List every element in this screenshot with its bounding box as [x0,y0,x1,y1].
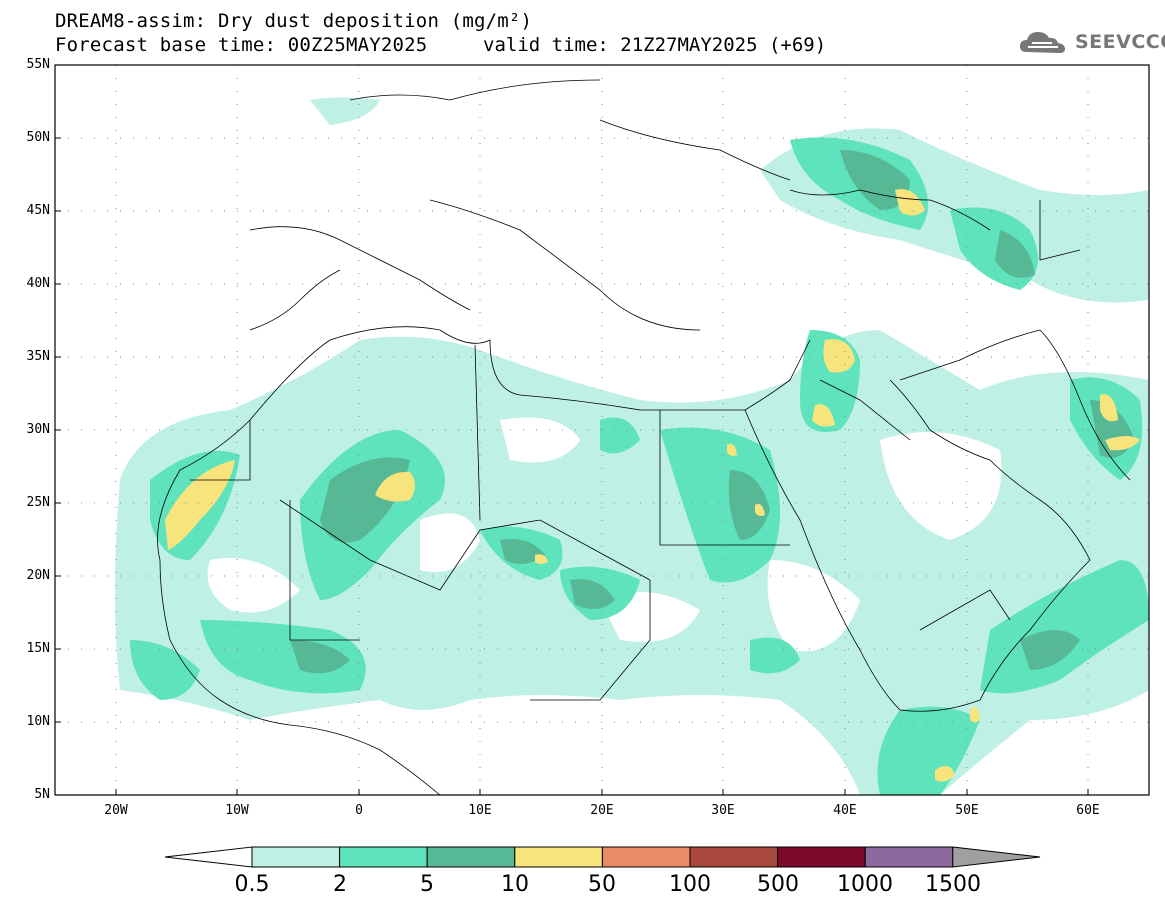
lat-label: 25N [26,495,50,510]
legend-label: 10 [501,872,529,897]
lat-label: 50N [26,130,50,145]
lat-label: 5N [34,787,50,802]
lat-label: 45N [26,203,50,218]
lon-label: 10W [225,803,249,818]
lon-label: 0 [355,803,363,818]
legend-label: 1000 [837,872,893,897]
seevccc-logo: SEEVCCC [1075,31,1165,53]
coastlines [157,79,1131,795]
lat-label: 20N [26,568,50,583]
lat-label: 15N [26,641,50,656]
legend-label: 2 [333,872,347,897]
lat-label: 30N [26,422,50,437]
lat-label: 55N [26,57,50,72]
axis-ticks [55,137,1089,795]
legend-label: 500 [757,872,799,897]
cloud-icon [1020,32,1065,53]
forecast-base-time: Forecast base time: 00Z25MAY2025 [55,34,428,56]
legend-label: 0.5 [234,872,270,897]
lon-label: 20E [590,803,614,818]
valid-time: valid time: 21Z27MAY2025 (+69) [483,34,827,56]
lon-label: 10E [468,803,492,818]
lon-label: 20W [104,803,128,818]
lon-label: 50E [955,803,979,818]
legend-label: 5 [420,872,434,897]
grid-lines [55,65,1149,795]
legend-label: 1500 [925,872,981,897]
lon-label: 30E [711,803,735,818]
map-title: DREAM8-assim: Dry dust deposition (mg/m²… [55,10,533,32]
lon-label: 40E [833,803,857,818]
lat-label: 40N [26,276,50,291]
lat-label: 35N [26,349,50,364]
lon-label: 60E [1076,803,1100,818]
lat-label: 10N [26,714,50,729]
legend-label: 100 [669,872,711,897]
deposition-field [115,97,1149,795]
legend-label: 50 [588,872,616,897]
